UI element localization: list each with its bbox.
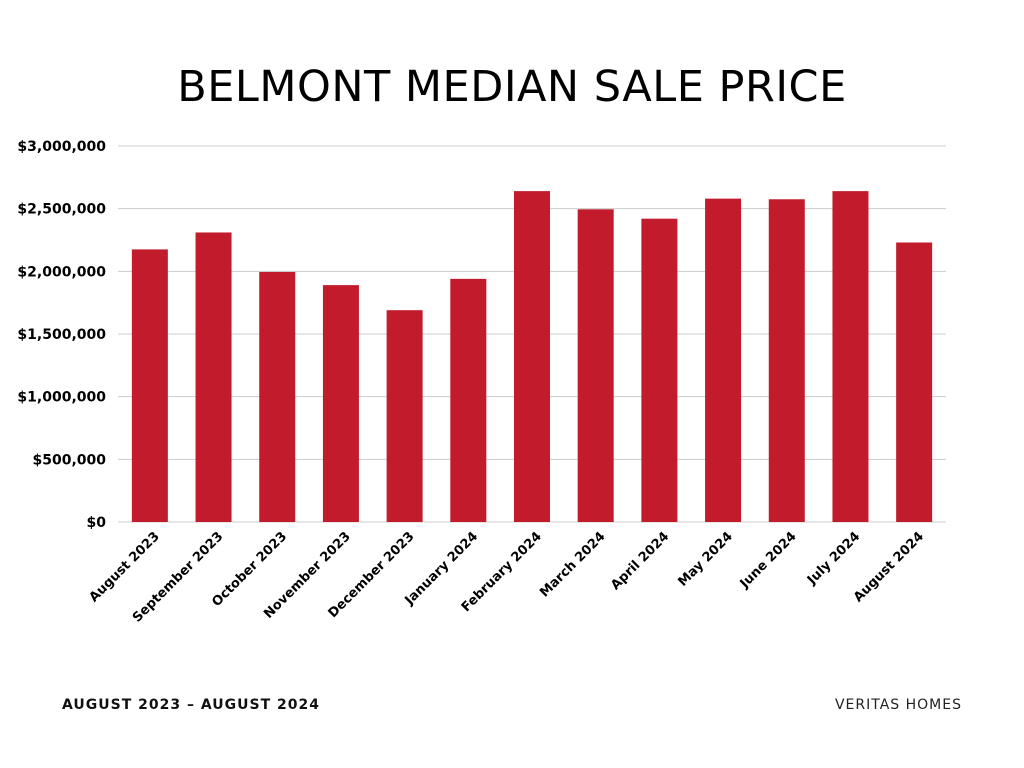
- bar: [322, 285, 359, 522]
- y-tick-label: $3,000,000: [17, 139, 106, 155]
- y-tick-label: $500,000: [32, 452, 106, 468]
- bar: [577, 209, 614, 522]
- brand-footer: VERITAS HOMES: [834, 697, 962, 713]
- y-tick-label: $1,500,000: [17, 327, 106, 343]
- x-tick-label: March 2024: [537, 529, 608, 600]
- bar: [195, 232, 232, 523]
- x-tick-label: July 2024: [804, 529, 863, 588]
- date-range-footer: AUGUST 2023 – AUGUST 2024: [62, 697, 320, 713]
- bars: [131, 191, 933, 523]
- bar: [131, 249, 168, 522]
- y-tick-label: $2,500,000: [17, 202, 106, 218]
- y-axis-tick-labels: $0 $500,000 $1,000,000 $1,500,000 $2,000,000…: [17, 139, 106, 531]
- y-tick-label: $2,000,000: [17, 264, 106, 280]
- y-tick-label: $0: [87, 515, 107, 531]
- bar: [832, 191, 869, 522]
- bar: [768, 199, 805, 522]
- bar: [259, 271, 296, 522]
- bar: [514, 191, 550, 522]
- x-tick-label: June 2024: [737, 529, 800, 592]
- y-tick-label: $1,000,000: [17, 390, 106, 406]
- bar: [641, 218, 678, 522]
- bar: [386, 310, 423, 522]
- x-tick-label: May 2024: [675, 529, 735, 589]
- bar: [705, 198, 742, 522]
- bar: [896, 242, 933, 523]
- chart-title: BELMONT MEDIAN SALE PRICE: [177, 62, 847, 112]
- x-tick-label: April 2024: [608, 529, 672, 593]
- bar: [450, 278, 487, 522]
